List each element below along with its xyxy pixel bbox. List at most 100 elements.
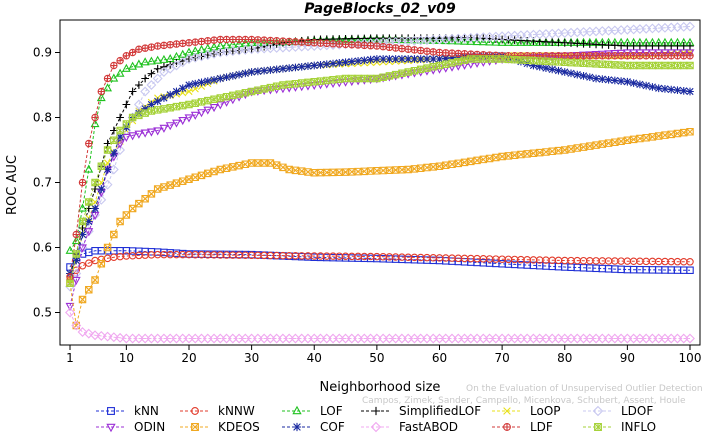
data-point [85, 259, 93, 267]
data-point [679, 87, 688, 95]
series-line [69, 52, 691, 281]
data-point [147, 43, 156, 51]
plot-area [65, 21, 695, 344]
data-point [466, 36, 476, 45]
data-point [503, 37, 513, 46]
x-tick-label: 70 [494, 351, 509, 365]
data-point [535, 37, 545, 46]
series-line [69, 55, 691, 274]
data-point [197, 78, 206, 87]
data-point [642, 133, 650, 142]
chart-title: PageBlocks_02_v09 [304, 1, 456, 17]
data-point [686, 52, 694, 60]
data-point [623, 136, 632, 144]
data-point [191, 423, 199, 431]
data-point [528, 37, 538, 46]
data-point [159, 54, 169, 63]
data-point [292, 405, 302, 415]
data-point [429, 63, 437, 71]
data-point [542, 64, 550, 72]
data-point [78, 178, 87, 187]
data-point [354, 57, 362, 65]
series-INFLO [66, 55, 694, 287]
data-point [153, 64, 162, 73]
data-point [110, 61, 118, 70]
legend-item: SimplifiedLOF [361, 404, 481, 418]
data-point [260, 66, 268, 75]
data-point [166, 181, 174, 189]
data-point [373, 74, 381, 83]
legend-label: LoOP [530, 404, 561, 418]
data-point [135, 111, 143, 120]
data-point [611, 76, 619, 85]
data-point [153, 55, 163, 64]
y-tick-label: 0.6 [33, 241, 52, 255]
data-point [673, 61, 682, 70]
legend-label: LOF [320, 404, 343, 418]
data-point [147, 107, 156, 115]
data-point [254, 67, 262, 76]
data-point [109, 149, 118, 158]
data-point [370, 421, 382, 433]
y-axis-label: ROC AUC [5, 155, 20, 215]
data-point [409, 35, 419, 44]
data-point [135, 199, 143, 208]
data-point [385, 55, 394, 63]
data-point [642, 52, 650, 60]
x-axis: 1 10 20 30 40 50 60 70 80 90 100 [66, 345, 701, 365]
data-point [197, 98, 206, 106]
data-point [166, 104, 174, 112]
data-point [529, 149, 538, 157]
data-point [116, 126, 124, 135]
data-point [379, 73, 387, 81]
data-point [229, 35, 237, 44]
data-point [323, 76, 331, 85]
data-point [133, 99, 144, 110]
data-point [316, 39, 325, 47]
data-point [686, 128, 694, 136]
y-tick-label: 0.7 [33, 176, 52, 190]
data-point [297, 62, 306, 71]
data-point [272, 65, 281, 74]
data-point [404, 45, 412, 53]
data-point [617, 52, 625, 60]
data-point [322, 60, 331, 69]
data-point [686, 87, 694, 96]
data-point [304, 62, 312, 70]
data-point [648, 61, 657, 70]
data-point [185, 39, 193, 47]
data-point [485, 37, 495, 46]
data-point [147, 69, 156, 78]
data-point [604, 75, 613, 84]
data-point [279, 64, 287, 73]
data-point [222, 164, 231, 172]
data-point [410, 46, 419, 54]
data-point [598, 140, 607, 148]
data-point [115, 145, 126, 155]
data-point [379, 55, 387, 63]
data-point [373, 42, 381, 50]
data-point [567, 145, 575, 153]
data-point [604, 60, 613, 69]
data-point [191, 173, 200, 182]
data-point [121, 133, 131, 142]
y-tick-label: 0.8 [33, 111, 52, 125]
data-point [160, 41, 168, 50]
data-point [310, 61, 319, 70]
x-tick-label: 10 [119, 351, 134, 365]
data-point [121, 63, 131, 72]
data-point [454, 57, 463, 66]
data-point [153, 127, 163, 136]
data-point [229, 163, 237, 171]
x-tick-label: 60 [432, 351, 447, 365]
data-point [108, 332, 119, 343]
series-line [69, 131, 691, 326]
data-point [204, 96, 212, 105]
data-point [153, 185, 162, 193]
data-point [172, 87, 181, 96]
data-point [598, 52, 607, 60]
data-point [116, 56, 124, 65]
data-point [260, 159, 268, 167]
data-point [216, 74, 225, 83]
